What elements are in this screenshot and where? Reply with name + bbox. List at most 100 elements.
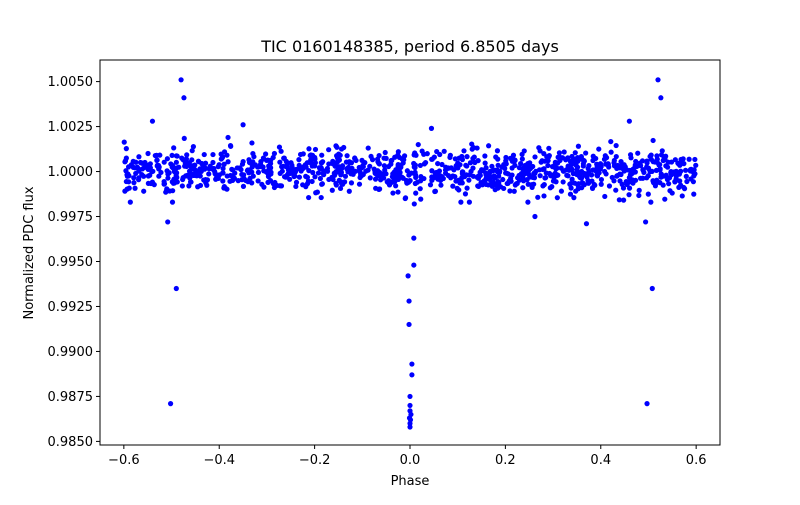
data-point: [487, 168, 493, 175]
data-point: [617, 164, 623, 171]
data-point: [432, 188, 439, 194]
data-point: [602, 193, 608, 200]
data-point: [669, 190, 675, 196]
data-point: [165, 175, 171, 181]
data-point: [603, 171, 609, 177]
data-point: [659, 148, 665, 154]
data-point: [362, 160, 368, 166]
data-point: [197, 182, 204, 189]
data-point: [571, 195, 577, 201]
data-point: [377, 186, 383, 192]
data-point: [532, 154, 538, 160]
data-point: [382, 149, 388, 156]
data-point: [663, 172, 669, 178]
data-point: [413, 190, 419, 196]
data-point: [145, 180, 151, 186]
data-point: [456, 155, 462, 161]
data-point: [462, 191, 469, 197]
data-point: [475, 158, 481, 164]
data-point: [164, 187, 170, 193]
data-point: [391, 169, 397, 175]
data-point: [455, 177, 462, 183]
data-point: [306, 146, 312, 152]
data-point: [573, 188, 579, 194]
data-point: [280, 163, 286, 169]
data-point: [474, 145, 480, 151]
data-point: [225, 134, 231, 141]
data-point: [141, 173, 147, 179]
data-point: [277, 159, 283, 165]
data-point: [576, 181, 582, 187]
x-tick-label: −0.6: [108, 453, 140, 468]
data-point: [662, 196, 668, 202]
data-point: [643, 219, 649, 225]
data-point: [334, 159, 341, 165]
data-point: [634, 163, 640, 170]
data-point: [359, 165, 365, 171]
data-point: [278, 183, 285, 189]
data-point: [611, 163, 618, 169]
data-point: [343, 159, 350, 165]
data-point: [156, 164, 162, 170]
data-point: [572, 150, 578, 156]
data-point: [608, 149, 614, 155]
data-point: [413, 152, 419, 158]
data-point: [653, 167, 660, 173]
data-point: [161, 159, 167, 165]
data-point: [483, 170, 489, 176]
data-point: [221, 149, 228, 155]
data-point: [470, 155, 476, 162]
data-point: [171, 145, 177, 151]
data-point: [202, 166, 208, 172]
data-point: [221, 185, 227, 191]
data-point: [567, 191, 574, 197]
data-point: [341, 144, 347, 151]
data-point: [460, 169, 466, 175]
data-point: [437, 151, 443, 158]
data-point: [469, 141, 475, 147]
data-point: [686, 156, 692, 162]
data-point: [324, 165, 331, 172]
data-point: [579, 168, 585, 175]
data-point: [590, 153, 596, 159]
data-point: [451, 167, 457, 173]
data-point: [478, 179, 484, 186]
data-point: [406, 179, 412, 185]
data-point: [579, 185, 585, 191]
data-point: [376, 173, 382, 179]
y-tick-label: 0.9975: [48, 210, 94, 225]
data-point: [330, 158, 336, 164]
data-point: [594, 172, 600, 178]
data-point: [346, 188, 352, 194]
data-point: [535, 194, 541, 200]
data-point: [300, 182, 306, 188]
data-point: [169, 199, 176, 205]
x-tick-label: 0.2: [495, 453, 516, 468]
data-point: [658, 152, 665, 158]
data-point: [530, 174, 536, 180]
data-point: [389, 174, 395, 180]
data-point: [127, 199, 133, 205]
data-point: [124, 173, 131, 179]
data-point: [608, 138, 614, 145]
data-point: [263, 151, 269, 157]
data-point: [477, 172, 483, 179]
data-point: [683, 167, 689, 173]
data-point: [305, 178, 312, 184]
data-point: [312, 174, 318, 180]
data-point: [494, 148, 501, 154]
data-point: [165, 171, 171, 177]
data-point: [239, 161, 246, 167]
data-point: [560, 168, 567, 174]
data-point: [442, 167, 449, 173]
data-point: [376, 152, 382, 159]
data-point: [218, 156, 224, 162]
data-point: [376, 160, 382, 166]
data-point: [486, 143, 492, 149]
data-point: [385, 178, 392, 184]
data-point: [582, 172, 588, 178]
data-point: [645, 191, 651, 197]
data-point: [601, 156, 608, 162]
data-point: [565, 173, 571, 179]
data-point: [470, 165, 476, 171]
